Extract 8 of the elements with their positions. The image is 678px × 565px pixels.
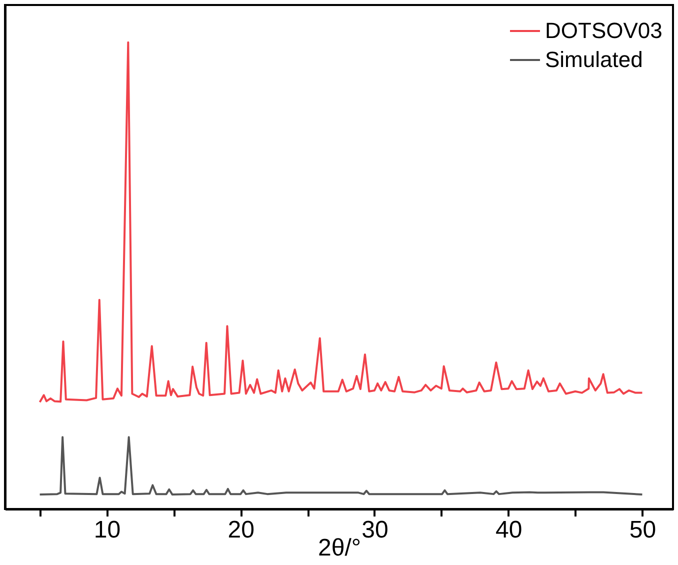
x-tick-label: 40 — [495, 516, 522, 544]
legend-label: DOTSOV03 — [545, 18, 662, 43]
legend-label: Simulated — [545, 47, 643, 72]
x-axis-title: 2θ/° — [318, 534, 361, 562]
x-tick-label: 50 — [629, 516, 656, 544]
x-tick-label: 30 — [362, 516, 388, 544]
x-tick-label: 20 — [228, 516, 254, 544]
x-tick-label: 10 — [94, 516, 121, 544]
